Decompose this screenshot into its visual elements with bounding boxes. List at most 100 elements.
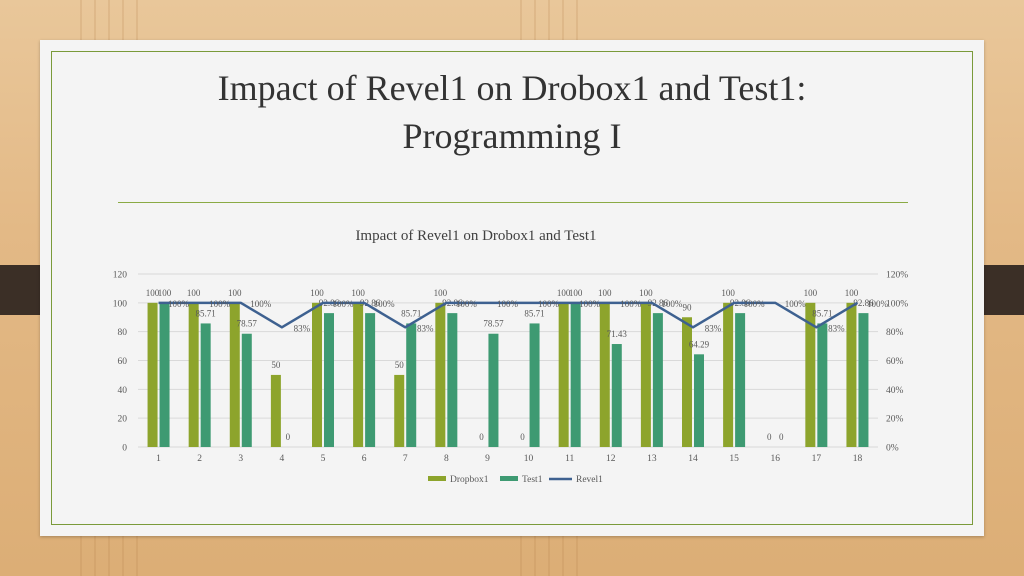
- test-bar: [406, 323, 417, 447]
- slide-title: Impact of Revel1 on Drobox1 and Test1: P…: [40, 64, 984, 160]
- dropbox-bar: [599, 302, 610, 447]
- dropbox-data-label: 100: [804, 288, 818, 298]
- x-tick-label: 12: [606, 454, 616, 464]
- test-bar: [447, 313, 458, 447]
- dropbox-data-label: 0: [479, 432, 484, 442]
- legend-label-test: Test1: [522, 475, 543, 485]
- test-bar: [570, 302, 581, 447]
- dropbox-bar: [435, 302, 446, 447]
- x-tick-label: 8: [444, 454, 449, 464]
- y2-tick-label: 40%: [886, 386, 904, 396]
- test-data-label: 92.86: [853, 298, 874, 308]
- revel-data-label: 100%: [538, 299, 560, 309]
- revel-data-label: 83%: [294, 323, 311, 333]
- legend-swatch-dropbox: [428, 476, 446, 481]
- revel-data-label: 100%: [250, 299, 272, 309]
- y2-tick-label: 120%: [886, 271, 908, 281]
- slide-frame: [51, 51, 973, 525]
- x-tick-label: 15: [729, 454, 739, 464]
- revel-data-label: 100%: [168, 299, 190, 309]
- test-data-label: 100: [569, 288, 583, 298]
- test-bar: [200, 323, 211, 447]
- dropbox-data-label: 100: [146, 288, 160, 298]
- dropbox-data-label: 100: [639, 288, 653, 298]
- test-bar: [324, 313, 334, 447]
- dropbox-data-label: 50: [395, 360, 405, 370]
- x-tick-label: 5: [321, 454, 326, 464]
- revel-data-label: 83%: [417, 323, 434, 333]
- y-tick-label: 0: [122, 444, 127, 454]
- revel-data-label: 83%: [828, 323, 845, 333]
- dropbox-bar: [805, 302, 816, 447]
- dropbox-bar: [394, 374, 405, 447]
- test-bar: [694, 354, 704, 447]
- dropbox-bar: [147, 302, 158, 447]
- dropbox-data-label: 0: [520, 432, 525, 442]
- dropbox-data-label: 100: [598, 288, 612, 298]
- y2-tick-label: 80%: [886, 328, 904, 338]
- x-tick-label: 3: [238, 454, 243, 464]
- x-tick-label: 7: [403, 454, 408, 464]
- test-bar: [529, 323, 540, 447]
- dropbox-bar: [723, 302, 734, 447]
- dropbox-data-label: 90: [683, 302, 693, 312]
- test-bar: [159, 302, 170, 447]
- test-data-label: 92.86: [648, 298, 669, 308]
- title-divider: [118, 202, 908, 203]
- test-data-label: 78.57: [483, 319, 504, 329]
- test-bar: [241, 333, 252, 447]
- slide-title-line1: Impact of Revel1 on Drobox1 and Test1:: [217, 68, 807, 108]
- x-tick-label: 2: [197, 454, 202, 464]
- revel-data-label: 100%: [456, 299, 478, 309]
- dropbox-bar: [312, 302, 322, 447]
- left-tab-decoration: [0, 265, 40, 315]
- revel-data-label: 100%: [497, 299, 519, 309]
- test-bar: [652, 313, 663, 447]
- legend-label-revel: Revel1: [576, 475, 603, 485]
- revel-data-label: 100%: [333, 299, 355, 309]
- test-data-label: 92.86: [360, 298, 381, 308]
- dropbox-data-label: 100: [557, 288, 571, 298]
- y2-tick-label: 0%: [886, 444, 899, 454]
- test-data-label: 71.43: [607, 329, 628, 339]
- y-tick-label: 20: [118, 415, 128, 425]
- test-bar: [611, 344, 622, 447]
- x-tick-label: 4: [280, 454, 285, 464]
- x-tick-label: 16: [770, 454, 780, 464]
- dropbox-data-label: 100: [434, 288, 448, 298]
- x-tick-label: 14: [688, 454, 698, 464]
- test-data-label: 85.71: [524, 308, 544, 318]
- y2-tick-label: 60%: [886, 357, 904, 367]
- revel-data-label: 100%: [579, 299, 601, 309]
- revel-line: [158, 301, 859, 329]
- x-tick-label: 17: [812, 454, 822, 464]
- revel-data-label: 100%: [374, 299, 396, 309]
- test-data-label: 0: [286, 432, 291, 442]
- dropbox-bar: [682, 317, 692, 447]
- revel-data-label: 100%: [867, 299, 889, 309]
- revel-data-label: 100%: [661, 299, 683, 309]
- x-tick-label: 10: [524, 454, 534, 464]
- test-data-label: 78.57: [237, 319, 258, 329]
- dropbox-data-label: 100: [721, 288, 735, 298]
- dropbox-bar: [188, 302, 199, 447]
- x-tick-label: 9: [485, 454, 490, 464]
- slide-title-line2: Programming I: [402, 116, 622, 156]
- test-bar: [488, 333, 499, 447]
- test-bar: [365, 313, 376, 447]
- x-tick-label: 1: [156, 454, 161, 464]
- dropbox-data-label: 50: [271, 360, 281, 370]
- x-tick-label: 18: [853, 454, 863, 464]
- test-bar: [858, 313, 869, 447]
- dropbox-data-label: 0: [767, 432, 772, 442]
- y-tick-label: 120: [113, 271, 128, 281]
- y2-tick-label: 20%: [886, 415, 904, 425]
- x-tick-label: 6: [362, 454, 367, 464]
- legend-swatch-test: [500, 476, 518, 481]
- dropbox-bar: [558, 302, 569, 447]
- test-data-label: 64.29: [689, 339, 710, 349]
- revel-data-label: 100%: [744, 299, 766, 309]
- chart-title: Impact of Revel1 on Drobox1 and Test1: [355, 228, 596, 244]
- y-tick-label: 60: [118, 357, 128, 367]
